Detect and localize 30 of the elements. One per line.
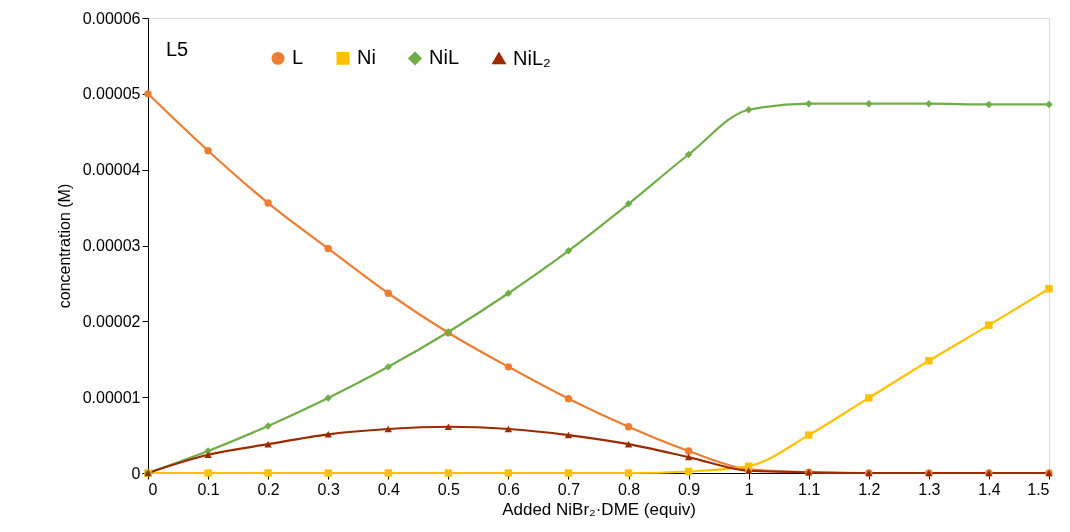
x-tick-label: 0.4 [377,480,400,498]
x-tick-label: 0.5 [437,480,461,498]
x-tick-label: 1.4 [978,480,1001,498]
x-tick-label: 0.1 [197,480,220,498]
x-tick-label: 0.7 [557,480,581,498]
x-tick-label: 1.1 [798,480,821,498]
x-tick-label: 0.3 [317,480,340,498]
legend-label: L [292,46,304,69]
x-tick-label: 1.2 [858,480,881,498]
y-tick-label: 0.00003 [82,237,141,254]
annotation: L5 [166,38,189,60]
x-tick-label: 0 [148,480,158,498]
y-tick-label: 0.00006 [82,9,141,27]
y-axis-title: concentration (M) [55,183,73,309]
x-tick-label: 0.6 [497,480,521,498]
x-axis-title: Added NiBr₂·DME (equiv) [502,499,696,519]
x-tick-label: 1 [744,480,754,498]
y-tick-label: 0.00004 [82,161,141,179]
y-tick-label: 0.00001 [82,388,141,406]
x-tick-label: 0.8 [617,480,641,498]
x-tick-label: 0.9 [677,480,701,498]
legend-label: NiL₂ [513,46,551,69]
x-tick-label: 0.2 [257,480,280,498]
x-tick-label: 1.3 [918,480,941,498]
legend-label: Ni [357,46,376,69]
x-tick-label: 1.5 [1027,480,1050,498]
y-tick-label: 0.00002 [82,312,141,330]
y-tick-label: 0 [131,464,141,482]
legend-label: NiL [429,46,460,69]
y-tick-label: 0.00005 [82,85,141,103]
